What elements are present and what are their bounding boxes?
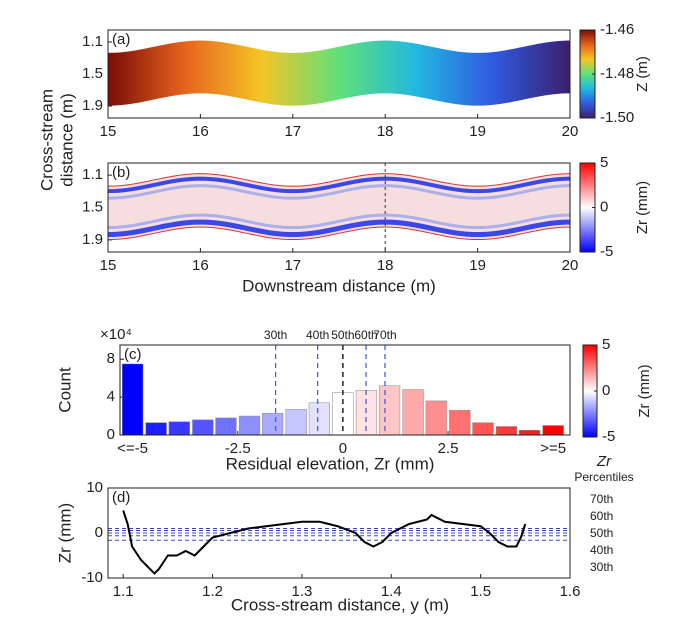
y-tick-label: 10 — [86, 479, 103, 496]
colorbar-label: Z (m) — [634, 56, 651, 92]
x-tick-label: 1.3 — [291, 583, 312, 600]
percentile-label: 70th — [373, 328, 396, 342]
colorbar-tick-label: -5 — [600, 243, 613, 260]
bar — [425, 400, 447, 436]
colorbar-tick-label: -1.48 — [600, 65, 634, 82]
y-axis-label: distance (m) — [57, 93, 76, 187]
bar — [262, 412, 284, 436]
residual-band — [107, 184, 571, 200]
percentile-label: 30th — [264, 328, 287, 342]
axes-frame — [107, 487, 571, 579]
x-tick-label: 1.2 — [202, 583, 223, 600]
y-tick-label: 0 — [107, 426, 115, 443]
x-tick-label: -2.5 — [225, 440, 251, 457]
x-tick-label: 0 — [339, 440, 347, 457]
x-tick-label: 2.5 — [438, 440, 459, 457]
colorbar-tick-label: 0 — [600, 198, 608, 215]
bar — [519, 430, 541, 436]
x-tick-label: <=-5 — [117, 440, 148, 457]
panel-label: (a) — [112, 31, 130, 48]
x-tick-label: 18 — [377, 257, 394, 274]
percentile-label: 60th — [354, 328, 377, 342]
legend-title: Zr — [596, 453, 612, 470]
x-tick-label: 20 — [562, 123, 579, 140]
bar — [145, 422, 167, 436]
x-tick-label: 1.4 — [381, 583, 402, 600]
panel-label: (b) — [112, 164, 130, 181]
bar — [495, 426, 518, 436]
x-tick-label: 16 — [192, 257, 209, 274]
colorbar-tick-label: 5 — [600, 154, 608, 171]
x-axis-label: Downstream distance (m) — [242, 276, 436, 295]
y-axis-label: Cross-stream — [37, 89, 56, 191]
y-tick-label: 0 — [95, 524, 103, 541]
y-tick-label: 1.1 — [82, 166, 103, 183]
y-tick-label: 1.1 — [82, 33, 103, 50]
bar — [215, 417, 237, 436]
y-tick-label: 1.9 — [82, 231, 103, 248]
bar — [402, 389, 424, 436]
colorbar-label: Zr (mm) — [636, 364, 653, 417]
panel-label: (d) — [112, 489, 130, 506]
colorbar-tick-label: 5 — [602, 336, 610, 353]
x-axis-label: Residual elevation, Zr (mm) — [226, 454, 435, 473]
x-tick-label: 1.1 — [113, 583, 134, 600]
residual-band — [107, 219, 571, 238]
colorbar-label: Zr (mm) — [634, 181, 651, 234]
y-axis-label: Zr (mm) — [55, 503, 74, 563]
x-axis-label: Cross-stream distance, y (m) — [231, 595, 449, 614]
percentile-label: 40th — [306, 328, 329, 342]
bar — [308, 402, 330, 436]
x-tick-label: 15 — [100, 257, 117, 274]
percentile-label: 30th — [590, 560, 613, 574]
x-tick-label: 1.5 — [470, 583, 491, 600]
bar — [378, 385, 401, 436]
x-tick-label: 16 — [192, 123, 209, 140]
profile-line — [122, 510, 527, 575]
axes-frame — [107, 29, 571, 119]
x-tick-label: 17 — [284, 123, 301, 140]
colorbar-tick-label: -1.50 — [600, 109, 634, 126]
x-tick-label: 1.6 — [560, 583, 581, 600]
percentile-label: 40th — [590, 543, 613, 557]
y-tick-label: 1.5 — [82, 198, 103, 215]
percentile-label: 50th — [590, 526, 613, 540]
axes-frame — [107, 162, 571, 253]
residual-band — [107, 213, 571, 230]
y-tick-label: 1.5 — [82, 65, 103, 82]
bar — [472, 422, 494, 436]
bar — [285, 409, 307, 436]
colorbar-tick-label: -5 — [602, 428, 615, 445]
y-tick-label: 8 — [107, 350, 115, 367]
x-tick-label: 17 — [284, 257, 301, 274]
legend-title: Percentiles — [574, 470, 633, 484]
x-tick-label: 15 — [100, 123, 117, 140]
axes-frame — [119, 344, 571, 436]
residual-band — [107, 176, 571, 194]
colorbar-tick-label: 0 — [602, 382, 610, 399]
percentile-label: 60th — [590, 509, 613, 523]
panel-label: (c) — [124, 346, 142, 363]
x-tick-label: 19 — [469, 123, 486, 140]
bar — [542, 425, 564, 436]
bar — [238, 415, 261, 436]
x-tick-label: 18 — [377, 123, 394, 140]
y-tick-label: 1.9 — [82, 97, 103, 114]
y-tick-label: -10 — [81, 569, 103, 586]
y-axis-label: Count — [55, 367, 74, 413]
bar — [192, 419, 214, 436]
bar — [122, 363, 144, 436]
y-tick-label: 4 — [107, 388, 115, 405]
bar — [168, 421, 190, 436]
x-tick-label: 19 — [469, 257, 486, 274]
bar — [449, 410, 471, 436]
percentile-label: 50th — [331, 328, 354, 342]
percentile-label: 70th — [590, 492, 613, 506]
elevation-map — [108, 40, 570, 106]
axis-multiplier: ×10⁴ — [100, 326, 132, 343]
x-tick-label: 20 — [562, 257, 579, 274]
x-tick-label: >=5 — [540, 440, 566, 457]
colorbar-tick-label: -1.46 — [600, 21, 634, 38]
